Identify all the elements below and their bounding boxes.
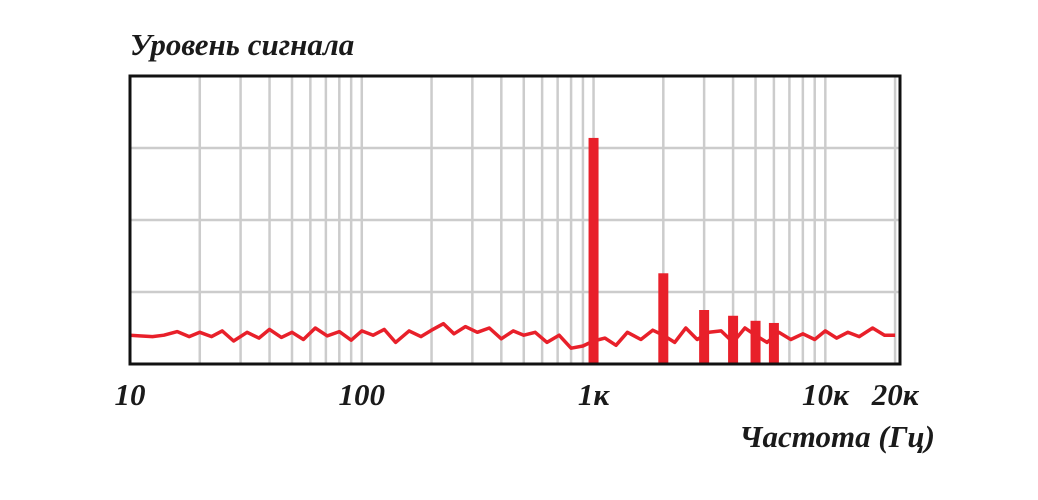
plot-frame: [128, 74, 902, 366]
bar: [750, 320, 761, 364]
chart-title: Уровень сигнала: [130, 27, 354, 62]
bar: [768, 322, 779, 364]
x-tick-label: 20к: [871, 377, 920, 412]
x-tick-label: 10: [115, 377, 146, 412]
spectrum-line: [129, 321, 896, 350]
bar: [588, 137, 599, 364]
x-tick-label: 100: [339, 377, 386, 412]
x-axis-label: Частота (Гц): [739, 419, 935, 454]
x-tick-label: 10к: [802, 377, 850, 412]
bar: [658, 273, 669, 364]
x-tick-label: 1к: [578, 377, 611, 412]
